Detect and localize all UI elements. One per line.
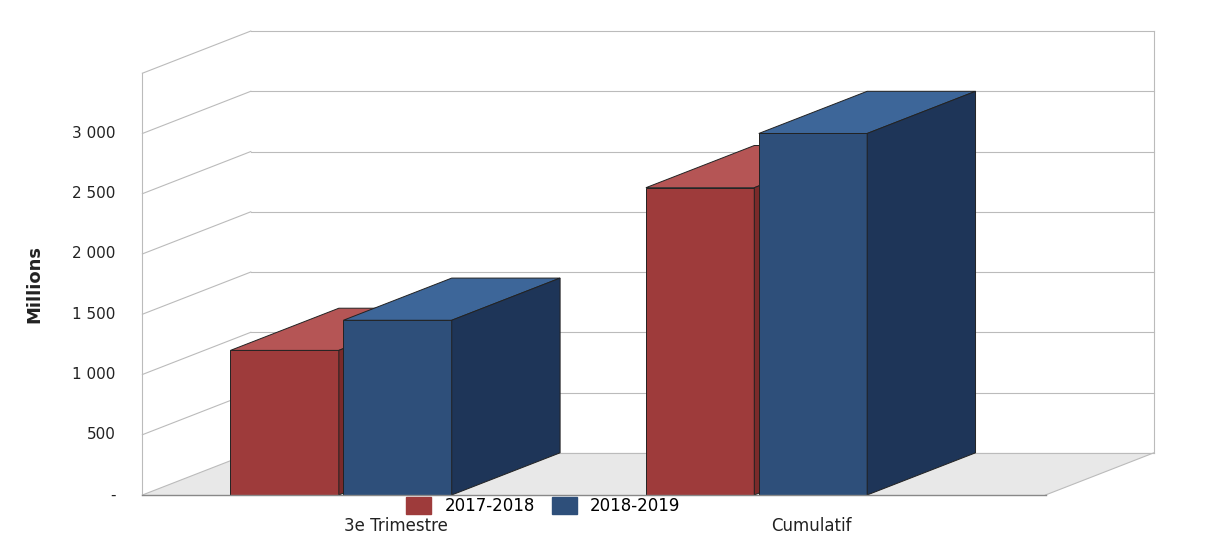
Text: 3 000: 3 000 [72, 126, 116, 141]
Polygon shape [230, 308, 447, 350]
Polygon shape [646, 188, 754, 495]
Polygon shape [646, 145, 862, 188]
Polygon shape [759, 133, 867, 495]
Polygon shape [754, 145, 862, 495]
Legend: 2017-2018, 2018-2019: 2017-2018, 2018-2019 [398, 489, 689, 524]
Text: 1 500: 1 500 [72, 307, 116, 322]
Polygon shape [230, 350, 339, 495]
Text: 2 000: 2 000 [72, 246, 116, 261]
Polygon shape [142, 453, 1154, 495]
Polygon shape [867, 91, 976, 495]
Polygon shape [452, 278, 560, 495]
Polygon shape [339, 308, 447, 495]
Text: Millions: Millions [25, 245, 43, 323]
Text: 2 500: 2 500 [72, 186, 116, 201]
Text: 500: 500 [87, 427, 116, 442]
Text: 1 000: 1 000 [72, 367, 116, 382]
Polygon shape [344, 320, 452, 495]
Polygon shape [344, 278, 560, 320]
Text: 3e Trimestre: 3e Trimestre [345, 517, 449, 535]
Text: Cumulatif: Cumulatif [772, 517, 853, 535]
Polygon shape [759, 91, 976, 133]
Text: -: - [110, 488, 116, 503]
